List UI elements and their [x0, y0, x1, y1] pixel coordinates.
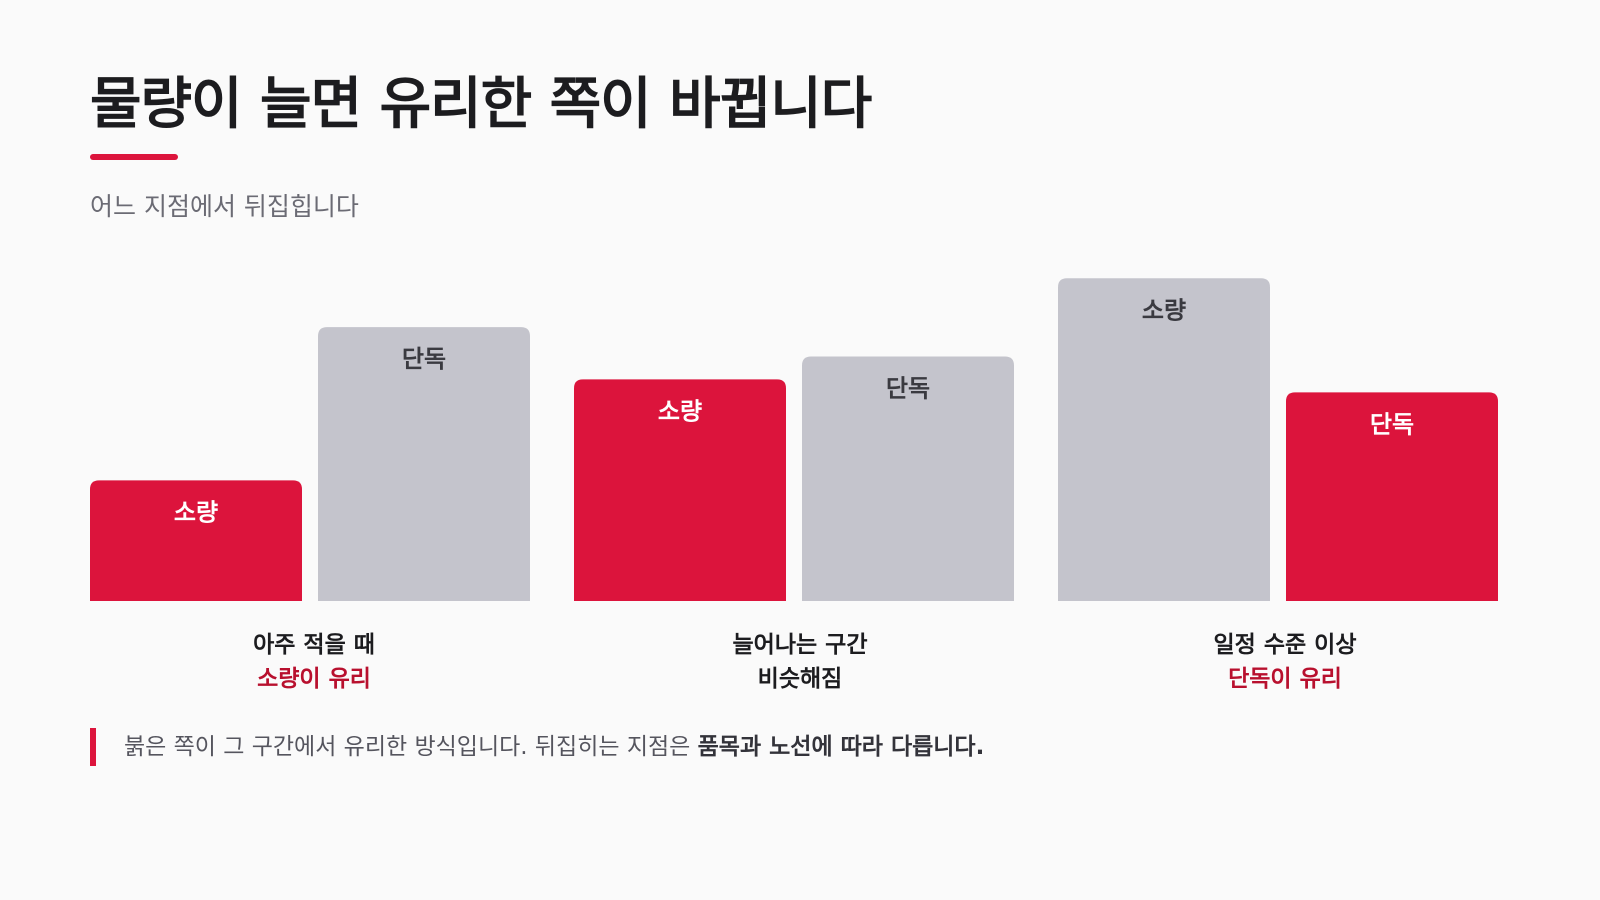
title-underline [90, 154, 178, 160]
bar-0-small-lot [90, 480, 302, 601]
bar-label-1-1: 단독 [886, 375, 930, 403]
bar-label-2-0: 소량 [1142, 296, 1186, 324]
bar-0-single [318, 327, 530, 601]
footnote-text: 붉은 쪽이 그 구간에서 유리한 방식입니다. 뒤집히는 지점은 [124, 734, 698, 760]
page-title: 물량이 늘면 유리한 쪽이 바뀝니다 [90, 72, 872, 137]
bar-label-1-0: 소량 [658, 397, 702, 425]
footnote-emphasis: 품목과 노선에 따라 다릅니다. [697, 734, 985, 760]
group-label-growing-title: 늘어나는 구간 [732, 632, 868, 658]
group-label-small-verdict: 소량이 유리 [257, 666, 371, 692]
group-label-small-title: 아주 적을 때 [253, 632, 375, 658]
group-label-small: 아주 적을 때 소량이 유리 [104, 628, 524, 696]
group-label-large-verdict: 단독이 유리 [1228, 666, 1342, 692]
bar-1-single [802, 356, 1014, 601]
group-label-large-title: 일정 수준 이상 [1213, 632, 1357, 658]
group-label-large: 일정 수준 이상 단독이 유리 [1075, 628, 1495, 696]
group-label-growing-verdict: 비슷해짐 [757, 666, 843, 692]
footnote: 붉은 쪽이 그 구간에서 유리한 방식입니다. 뒤집히는 지점은 품목과 노선에… [90, 728, 984, 766]
group-label-growing: 늘어나는 구간 비슷해짐 [590, 628, 1010, 696]
bar-label-0-0: 소량 [174, 498, 218, 526]
bar-label-2-1: 단독 [1370, 410, 1414, 438]
page-subtitle: 어느 지점에서 뒤집힙니다 [90, 192, 359, 221]
bar-2-small-lot [1058, 278, 1270, 601]
bar-label-0-1: 단독 [402, 345, 446, 373]
bar-1-small-lot [574, 379, 786, 601]
bar-2-single [1286, 392, 1498, 601]
